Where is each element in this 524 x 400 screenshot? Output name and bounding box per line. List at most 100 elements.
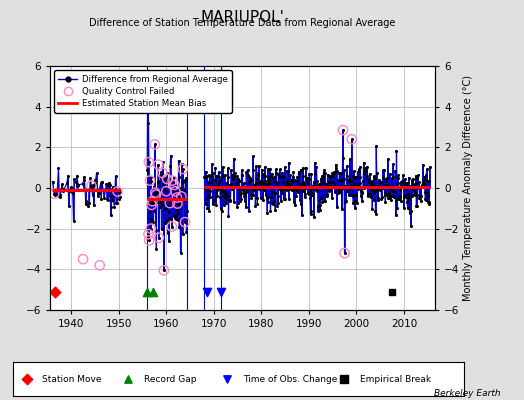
Point [242, 189, 250, 196]
Point [233, 204, 242, 210]
Point [280, 174, 289, 180]
Point [74, 182, 82, 188]
Point [287, 177, 295, 184]
Point [401, 176, 409, 182]
Point [362, 184, 370, 190]
Point [409, 176, 417, 182]
Point [212, 202, 221, 208]
Point [355, 167, 364, 174]
Point [212, 172, 221, 179]
Point [172, 207, 181, 213]
Point [390, 194, 398, 200]
Point [423, 198, 432, 205]
Point [116, 194, 124, 200]
Point [225, 184, 233, 190]
Point [344, 176, 353, 182]
Point [168, 177, 177, 184]
Point [182, 229, 191, 235]
Point [296, 196, 304, 203]
Point [241, 192, 249, 198]
Point [248, 185, 256, 192]
Point [401, 193, 410, 200]
Point [213, 187, 222, 193]
Point [266, 208, 275, 214]
Point [340, 376, 348, 382]
Point [326, 183, 335, 189]
Point [178, 161, 186, 167]
Point [102, 181, 111, 187]
Point [319, 180, 327, 186]
Point [379, 182, 388, 188]
Point [263, 195, 271, 202]
Point [241, 198, 249, 204]
Point [301, 191, 310, 198]
Point [307, 211, 315, 217]
Point [158, 170, 167, 176]
Point [180, 197, 189, 204]
Point [260, 177, 269, 184]
Point [249, 167, 258, 174]
Point [299, 173, 308, 179]
Point [159, 158, 167, 165]
Point [72, 181, 81, 187]
Point [124, 376, 132, 382]
Point [297, 181, 305, 188]
Point [231, 183, 239, 190]
Point [280, 164, 289, 170]
Point [214, 185, 222, 192]
Point [160, 186, 169, 192]
Point [105, 193, 114, 200]
Point [181, 178, 190, 184]
Point [424, 199, 433, 205]
Point [171, 215, 179, 221]
Point [171, 188, 180, 194]
Point [268, 189, 277, 196]
Point [344, 179, 352, 185]
Point [312, 183, 320, 189]
Point [90, 202, 98, 208]
Point [144, 120, 152, 126]
Point [294, 169, 303, 175]
Point [85, 200, 94, 206]
Point [373, 170, 381, 176]
Point [69, 218, 78, 224]
Point [144, 233, 152, 239]
Point [320, 198, 328, 204]
Point [305, 191, 313, 198]
Point [69, 190, 77, 196]
Point [154, 162, 162, 168]
Point [274, 193, 282, 200]
Point [384, 156, 392, 162]
Point [369, 197, 378, 204]
Point [221, 194, 230, 200]
Point [158, 202, 166, 208]
Point [399, 180, 408, 186]
Point [230, 173, 238, 179]
Point [203, 172, 211, 179]
Point [282, 178, 291, 184]
Point [274, 171, 282, 177]
Point [154, 179, 162, 186]
Point [283, 168, 292, 174]
Point [108, 197, 116, 203]
Point [417, 192, 425, 199]
Point [385, 190, 394, 196]
Point [410, 190, 419, 197]
Point [218, 188, 226, 194]
Point [221, 190, 229, 196]
Point [263, 181, 271, 187]
Point [235, 178, 243, 184]
Point [297, 201, 305, 207]
Point [275, 172, 283, 179]
Point [295, 170, 303, 176]
Point [279, 172, 287, 179]
Point [219, 193, 227, 200]
Point [368, 206, 377, 212]
Point [149, 219, 157, 225]
Point [383, 175, 391, 181]
Point [413, 172, 422, 178]
Point [347, 178, 355, 184]
Point [376, 186, 384, 193]
Point [179, 166, 187, 172]
Point [344, 177, 352, 183]
